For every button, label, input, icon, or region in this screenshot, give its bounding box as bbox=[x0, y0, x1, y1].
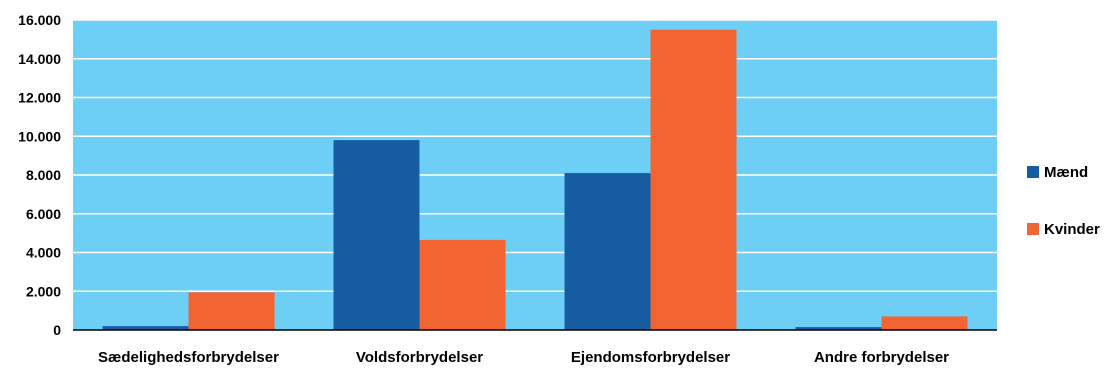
y-tick-label: 14.000 bbox=[18, 51, 61, 67]
gridlines bbox=[73, 19, 997, 292]
y-tick-label: 10.000 bbox=[18, 128, 61, 144]
bar-kvinder-1 bbox=[419, 239, 506, 330]
bar-maend-2 bbox=[564, 173, 651, 330]
bars bbox=[102, 29, 968, 330]
legend: Mænd Kvinder bbox=[1027, 164, 1100, 238]
bar-kvinder-3 bbox=[881, 316, 968, 330]
legend-label: Mænd bbox=[1044, 164, 1088, 181]
legend-item-maend: Mænd bbox=[1027, 164, 1088, 181]
y-tick-label: 4.000 bbox=[26, 245, 61, 261]
bar-kvinder-0 bbox=[188, 292, 275, 330]
y-tick-label: 12.000 bbox=[18, 90, 61, 106]
legend-swatch bbox=[1027, 223, 1039, 235]
bar-maend-0 bbox=[102, 326, 189, 330]
x-category-label: Sædelighedsforbrydelser bbox=[98, 349, 279, 366]
bar-maend-3 bbox=[795, 327, 882, 330]
x-axis-category-labels: Sædelighedsforbrydelser Voldsforbrydelser… bbox=[98, 349, 949, 366]
bar-maend-1 bbox=[333, 140, 420, 330]
y-tick-label: 6.000 bbox=[26, 206, 61, 222]
x-category-label: Voldsforbrydelser bbox=[356, 349, 483, 366]
bar-kvinder-2 bbox=[650, 29, 737, 330]
y-tick-label: 0 bbox=[53, 322, 61, 338]
x-category-label: Ejendomsforbrydelser bbox=[571, 349, 730, 366]
y-axis-tick-labels: 0 2.000 4.000 6.000 8.000 10.000 12.000 14.000 1… bbox=[18, 12, 61, 338]
y-tick-label: 2.000 bbox=[26, 283, 61, 299]
legend-item-kvinder: Kvinder bbox=[1027, 221, 1100, 238]
legend-label: Kvinder bbox=[1044, 221, 1100, 238]
legend-swatch bbox=[1027, 166, 1039, 178]
y-tick-label: 8.000 bbox=[26, 167, 61, 183]
x-category-label: Andre forbrydelser bbox=[814, 349, 949, 366]
y-tick-label: 16.000 bbox=[18, 12, 61, 28]
